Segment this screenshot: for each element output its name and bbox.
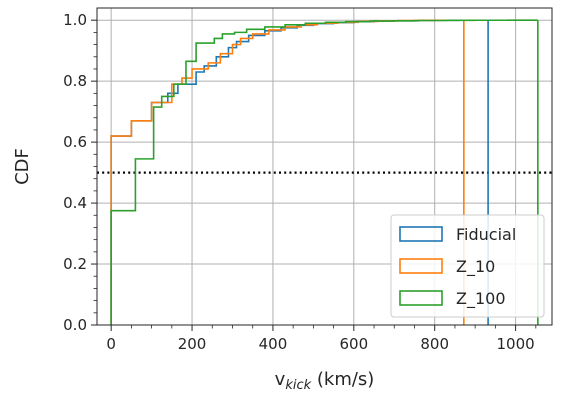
y-tick-label: 0.0 — [63, 316, 87, 334]
y-tick-label: 1.0 — [63, 11, 87, 29]
x-axis-label-subscript: kick — [285, 378, 311, 393]
x-axis-label-units: (km/s) — [311, 369, 374, 390]
x-tick-label: 1000 — [497, 335, 535, 353]
ticks: 0 200 400 600 800 1000 0.0 0.2 0.4 0.6 0.8 1.0 — [63, 11, 537, 353]
x-tick-label: 800 — [420, 335, 449, 353]
legend-swatch — [399, 258, 443, 274]
x-tick-label: 600 — [340, 335, 369, 353]
x-tick-label: 0 — [106, 335, 116, 353]
legend-label: Fiducial — [456, 225, 516, 244]
x-axis-label: vkick (km/s) — [275, 369, 375, 393]
y-tick-label: 0.4 — [63, 194, 87, 212]
legend: Fiducial Z_10 Z_100 — [390, 214, 545, 318]
series-z-100 — [110, 19, 539, 325]
y-tick-label: 0.2 — [63, 255, 87, 273]
x-tick-label: 400 — [259, 335, 288, 353]
series-group — [110, 19, 539, 325]
legend-label: Z_10 — [456, 257, 495, 277]
legend-label: Z_100 — [456, 289, 506, 309]
x-tick-label: 200 — [178, 335, 207, 353]
y-tick-label: 0.6 — [63, 133, 87, 151]
y-tick-label: 0.8 — [63, 72, 87, 90]
y-axis-label: CDF — [12, 148, 33, 185]
x-axis-label-main: v — [275, 369, 286, 390]
legend-swatch — [399, 226, 443, 242]
legend-swatch — [399, 290, 443, 306]
